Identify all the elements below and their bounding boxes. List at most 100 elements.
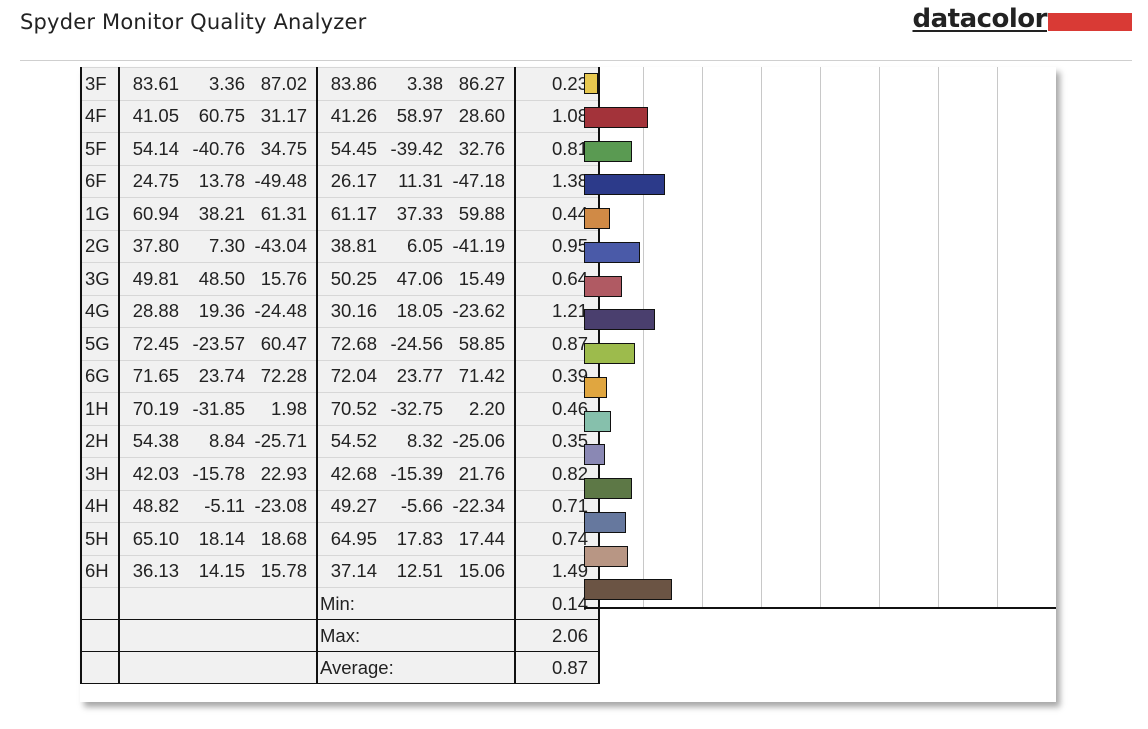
- bar-6F: [584, 174, 666, 196]
- reference-lab-value: 19.36: [198, 300, 245, 322]
- patch-id-cell: 4F: [80, 99, 120, 133]
- patch-id-cell: 3H: [80, 457, 120, 491]
- empty-cell: [80, 587, 120, 620]
- measured-lab-value: 3.38: [406, 72, 443, 94]
- reference-lab-cell: 36.13 14.15 15.78: [118, 554, 318, 588]
- reference-lab-value: 48.50: [198, 267, 245, 289]
- table-row: 2G 37.80 7.30 -43.04 38.81 6.05 -41.19 0.95: [80, 229, 600, 263]
- reference-lab-value: 24.75: [132, 170, 179, 192]
- measured-lab-value: 42.68: [330, 462, 377, 484]
- patch-id-cell: 2H: [80, 424, 120, 458]
- measured-lab-value: -47.18: [452, 170, 505, 192]
- reference-lab-value: 83.61: [132, 72, 179, 94]
- table-row: 5H 65.10 18.14 18.68 64.95 17.83 17.44 0.74: [80, 522, 600, 556]
- reference-lab-cell: 72.45 -23.57 60.47: [118, 327, 318, 361]
- bar-2G: [584, 241, 641, 263]
- reference-lab-value: 22.93: [260, 462, 307, 484]
- measured-lab-value: 28.60: [458, 105, 505, 127]
- patch-id-cell: 6G: [80, 359, 120, 393]
- table-row: 3G 49.81 48.50 15.76 50.25 47.06 15.49 0.64: [80, 262, 600, 296]
- reference-lab-cell: 49.81 48.50 15.76: [118, 262, 318, 296]
- reference-lab-value: -25.71: [254, 430, 307, 452]
- reference-lab-value: 54.38: [132, 430, 179, 452]
- reference-lab-value: 37.80: [132, 235, 179, 257]
- measured-lab-value: 37.14: [330, 560, 377, 582]
- reference-lab-value: 49.81: [132, 267, 179, 289]
- empty-cell: [80, 619, 120, 652]
- measured-lab-cell: 72.68 -24.56 58.85: [316, 327, 516, 361]
- bar-4G: [584, 309, 656, 331]
- summary-value: 0.14: [514, 587, 600, 620]
- reference-lab-value: 41.05: [132, 105, 179, 127]
- measured-lab-cell: 54.52 8.32 -25.06: [316, 424, 516, 458]
- measured-lab-value: 26.17: [330, 170, 377, 192]
- patch-id-cell: 6F: [80, 164, 120, 198]
- patch-id-cell: 2G: [80, 229, 120, 263]
- measured-lab-value: 37.33: [396, 202, 443, 224]
- reference-lab-value: 70.19: [132, 397, 179, 419]
- measured-lab-cell: 42.68 -15.39 21.76: [316, 457, 516, 491]
- reference-lab-value: 15.76: [260, 267, 307, 289]
- measured-lab-value: -25.06: [452, 430, 505, 452]
- measured-lab-cell: 26.17 11.31 -47.18: [316, 164, 516, 198]
- reference-lab-cell: 70.19 -31.85 1.98: [118, 392, 318, 426]
- measured-lab-value: 70.52: [330, 397, 377, 419]
- bar-5H: [584, 545, 628, 567]
- reference-lab-value: 3.36: [208, 72, 245, 94]
- reference-lab-value: 60.47: [260, 332, 307, 354]
- bar-3H: [584, 478, 633, 499]
- summary-label: Max:: [316, 619, 516, 652]
- x-axis-line: [584, 607, 1056, 609]
- patch-id-cell: 5G: [80, 327, 120, 361]
- measured-lab-cell: 64.95 17.83 17.44: [316, 522, 516, 556]
- measured-lab-value: 23.77: [396, 365, 443, 387]
- measured-lab-cell: 54.45 -39.42 32.76: [316, 132, 516, 166]
- table-row: 4G 28.88 19.36 -24.48 30.16 18.05 -23.62 1.21: [80, 294, 600, 328]
- reference-lab-value: 15.78: [260, 560, 307, 582]
- header-divider: [20, 60, 1132, 61]
- quality-report: 3F 83.61 3.36 87.02 83.86 3.38 86.27 0.23 4F 41.0…: [80, 67, 1056, 702]
- bar-5F: [584, 140, 632, 162]
- grid-line: [879, 67, 880, 607]
- patch-id-cell: 6H: [80, 554, 120, 588]
- summary-row: Average: 0.87: [80, 651, 600, 684]
- reference-lab-cell: 60.94 38.21 61.31: [118, 197, 318, 231]
- reference-lab-value: -31.85: [192, 397, 245, 419]
- measured-lab-cell: 70.52 -32.75 2.20: [316, 392, 516, 426]
- measured-lab-value: 17.44: [458, 527, 505, 549]
- summary-label: Average:: [316, 651, 516, 684]
- measured-lab-value: 18.05: [396, 300, 443, 322]
- reference-lab-cell: 54.14 -40.76 34.75: [118, 132, 318, 166]
- measured-lab-cell: 49.27 -5.66 -22.34: [316, 489, 516, 523]
- delta-e-bar-chart: [584, 67, 1056, 609]
- reference-lab-value: 23.74: [198, 365, 245, 387]
- measured-lab-value: 47.06: [396, 267, 443, 289]
- table-row: 3H 42.03 -15.78 22.93 42.68 -15.39 21.76 0.82: [80, 457, 600, 491]
- measured-lab-value: -41.19: [452, 235, 505, 257]
- bar-1H: [584, 410, 612, 432]
- reference-lab-value: 1.98: [270, 397, 307, 419]
- reference-lab-value: 34.75: [260, 137, 307, 159]
- measured-lab-value: 12.51: [396, 560, 443, 582]
- measured-lab-value: -23.62: [452, 300, 505, 322]
- reference-lab-value: 38.21: [198, 202, 245, 224]
- reference-lab-value: 71.65: [132, 365, 179, 387]
- reference-lab-value: 13.78: [198, 170, 245, 192]
- bar-3F: [584, 73, 598, 94]
- measured-lab-value: -32.75: [390, 397, 443, 419]
- patch-id-cell: 4H: [80, 489, 120, 523]
- measured-lab-cell: 41.26 58.97 28.60: [316, 99, 516, 133]
- measured-lab-value: 49.27: [330, 495, 377, 517]
- reference-lab-cell: 48.82 -5.11 -23.08: [118, 489, 318, 523]
- table-row: 4F 41.05 60.75 31.17 41.26 58.97 28.60 1.08: [80, 99, 600, 133]
- measured-lab-value: 58.97: [396, 105, 443, 127]
- patch-id-cell: 5F: [80, 132, 120, 166]
- grid-line: [761, 67, 762, 607]
- reference-lab-value: -5.11: [204, 495, 245, 517]
- measured-lab-value: -5.66: [400, 495, 443, 517]
- table-row: 4H 48.82 -5.11 -23.08 49.27 -5.66 -22.34 0.71: [80, 489, 600, 523]
- measured-lab-cell: 61.17 37.33 59.88: [316, 197, 516, 231]
- summary-value: 2.06: [514, 619, 600, 652]
- reference-lab-value: -23.08: [254, 495, 307, 517]
- measured-lab-value: 8.32: [406, 430, 443, 452]
